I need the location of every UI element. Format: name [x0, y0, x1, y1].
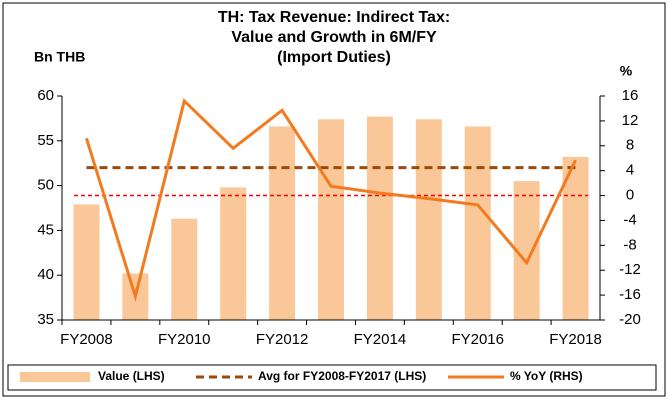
- y2-tick-label: -16: [619, 286, 641, 303]
- chart-title: (Import Duties): [277, 49, 391, 66]
- bar: [562, 156, 589, 320]
- bar: [73, 204, 100, 320]
- y2-tick-label: -12: [619, 261, 641, 278]
- legend-label: % YoY (RHS): [510, 369, 583, 383]
- y-tick-label: 55: [37, 132, 54, 149]
- x-tick-label: FY2012: [256, 331, 309, 348]
- y2-tick-label: 12: [622, 112, 639, 129]
- y2-tick-label: 16: [622, 87, 639, 104]
- x-tick-label: FY2008: [60, 331, 113, 348]
- y-tick-label: 45: [37, 221, 54, 238]
- legend-label: Value (LHS): [98, 369, 165, 383]
- chart-title: TH: Tax Revenue: Indirect Tax:: [218, 9, 450, 26]
- x-tick-label: FY2016: [451, 331, 504, 348]
- x-tick-label: FY2014: [354, 331, 407, 348]
- x-tick-label: FY2010: [158, 331, 211, 348]
- y-tick-label: 50: [37, 177, 54, 194]
- bar: [171, 218, 198, 320]
- legend-box: [7, 364, 657, 391]
- bar: [318, 119, 344, 321]
- y-tick-label: 60: [37, 87, 54, 104]
- line-series: [85, 98, 577, 302]
- bar: [366, 116, 393, 320]
- y2-tick-label: 0: [626, 187, 634, 204]
- bar: [415, 119, 442, 321]
- y2-tick-label: -4: [623, 211, 636, 228]
- x-tick-label: FY2018: [549, 331, 602, 348]
- bar: [269, 126, 296, 321]
- bar: [464, 126, 491, 321]
- chart-title: Value and Growth in 6M/FY: [231, 29, 437, 46]
- bar: [220, 187, 247, 320]
- y2-tick-label: -20: [619, 311, 641, 328]
- y2-tick-label: -8: [623, 236, 636, 253]
- y-tick-label: 40: [37, 266, 54, 283]
- y2-axis-label: %: [620, 63, 633, 79]
- y2-tick-label: 8: [626, 137, 634, 154]
- legend-swatch: [20, 372, 90, 382]
- legend-label: Avg for FY2008-FY2017 (LHS): [258, 369, 426, 383]
- y-axis-label: Bn THB: [34, 49, 85, 65]
- y2-tick-label: 4: [626, 162, 634, 179]
- y-tick-label: 35: [37, 311, 54, 328]
